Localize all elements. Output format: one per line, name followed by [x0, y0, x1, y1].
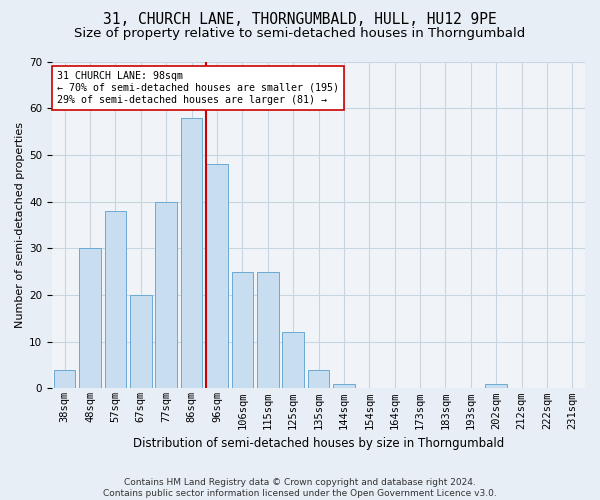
Bar — [485, 384, 507, 388]
Text: Size of property relative to semi-detached houses in Thorngumbald: Size of property relative to semi-detach… — [74, 28, 526, 40]
Bar — [155, 202, 177, 388]
Bar — [104, 211, 126, 388]
Bar — [283, 332, 304, 388]
Bar — [333, 384, 355, 388]
Bar — [181, 118, 202, 388]
Bar — [79, 248, 101, 388]
Text: 31, CHURCH LANE, THORNGUMBALD, HULL, HU12 9PE: 31, CHURCH LANE, THORNGUMBALD, HULL, HU1… — [103, 12, 497, 28]
Bar — [54, 370, 76, 388]
X-axis label: Distribution of semi-detached houses by size in Thorngumbald: Distribution of semi-detached houses by … — [133, 437, 504, 450]
Bar — [257, 272, 278, 388]
Text: 31 CHURCH LANE: 98sqm
← 70% of semi-detached houses are smaller (195)
29% of sem: 31 CHURCH LANE: 98sqm ← 70% of semi-deta… — [58, 72, 340, 104]
Bar — [206, 164, 228, 388]
Bar — [130, 295, 152, 388]
Bar — [232, 272, 253, 388]
Text: Contains HM Land Registry data © Crown copyright and database right 2024.
Contai: Contains HM Land Registry data © Crown c… — [103, 478, 497, 498]
Y-axis label: Number of semi-detached properties: Number of semi-detached properties — [15, 122, 25, 328]
Bar — [308, 370, 329, 388]
